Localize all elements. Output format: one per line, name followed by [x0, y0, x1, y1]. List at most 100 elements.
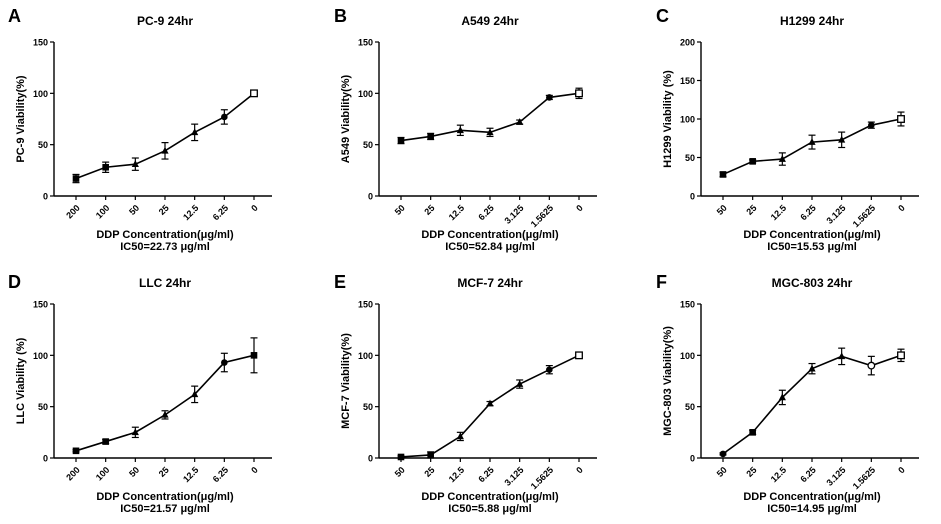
- x-tick-label: 3.125: [503, 465, 526, 488]
- x-tick-label: 25: [157, 465, 171, 479]
- x-tick-label: 12.5: [769, 203, 788, 222]
- y-axis-label: MCF-7 Viability(%): [340, 333, 352, 429]
- data-point: [575, 89, 583, 98]
- data-point: [516, 380, 524, 387]
- y-tick-label: 0: [43, 454, 48, 464]
- x-tick-label: 6.25: [476, 465, 495, 484]
- y-axis-label: MGC-803 Viability(%): [662, 326, 674, 436]
- x-tick-label: 6.25: [211, 203, 230, 222]
- data-point: [897, 115, 905, 123]
- ic50-annotation: IC50=15.53 μg/ml: [767, 241, 857, 253]
- x-tick-label: 3.125: [825, 465, 848, 488]
- data-point: [575, 351, 583, 360]
- x-tick-label: 50: [715, 465, 729, 479]
- data-point: [131, 160, 139, 167]
- data-point: [516, 118, 524, 125]
- x-tick-label: 0: [896, 203, 907, 214]
- data-point: [427, 451, 434, 459]
- data-point: [546, 94, 553, 101]
- y-tick-label: 150: [680, 300, 695, 310]
- x-tick-label: 1.5625: [529, 465, 556, 492]
- y-tick-label: 150: [33, 38, 48, 48]
- y-tick-label: 50: [363, 402, 373, 412]
- data-point: [102, 163, 109, 171]
- y-tick-label: 0: [43, 192, 48, 202]
- data-point: [719, 450, 727, 458]
- data-point: [778, 393, 786, 401]
- data-point: [250, 352, 258, 359]
- y-tick-label: 100: [358, 89, 373, 99]
- data-point: [808, 138, 816, 145]
- x-tick-label: 12.5: [181, 203, 200, 222]
- y-tick-label: 150: [680, 76, 695, 86]
- data-point: [72, 447, 80, 455]
- chart-panel-a: A PC-9 24hr 0 50 100 150 200 100 50 25 12.5 6.25 0 PC…: [8, 6, 272, 253]
- data-point: [867, 361, 876, 370]
- y-tick-label: 0: [368, 454, 373, 464]
- x-axis-label: DDP Concentration(μg/ml): [421, 491, 559, 503]
- y-axis-label: LLC Viability (%): [15, 337, 27, 424]
- data-point: [749, 158, 756, 165]
- data-point: [250, 89, 258, 98]
- chart-title: H1299 24hr: [780, 14, 844, 28]
- x-tick-label: 0: [896, 465, 907, 476]
- data-point: [456, 432, 464, 440]
- ic50-annotation: IC50=14.95 μg/ml: [767, 503, 857, 515]
- chart-title: A549 24hr: [461, 14, 519, 28]
- x-tick-label: 3.125: [825, 203, 848, 226]
- x-tick-label: 25: [744, 465, 758, 479]
- y-axis-label: A549 Viability(%): [340, 74, 352, 163]
- data-point: [838, 352, 846, 360]
- panel-letter: A: [8, 6, 21, 26]
- x-tick-label: 25: [422, 465, 436, 479]
- ic50-annotation: IC50=22.73 μg/ml: [120, 241, 210, 253]
- x-tick-label: 25: [744, 203, 758, 217]
- x-tick-label: 50: [127, 203, 141, 217]
- x-axis-label: DDP Concentration(μg/ml): [743, 491, 881, 503]
- ic50-annotation: IC50=21.57 μg/ml: [120, 503, 210, 515]
- y-tick-label: 0: [690, 192, 695, 202]
- x-axis-label: DDP Concentration(μg/ml): [96, 229, 234, 241]
- ic50-annotation: IC50=5.88 μg/ml: [448, 503, 531, 515]
- data-point: [486, 399, 494, 407]
- x-tick-label: 1.5625: [851, 203, 878, 230]
- y-tick-label: 50: [685, 402, 695, 412]
- x-tick-label: 12.5: [769, 465, 788, 484]
- y-tick-label: 50: [685, 153, 695, 163]
- x-tick-label: 0: [249, 203, 260, 214]
- chart-panel-c: C H1299 24hr 0 50 100 150 200 50 25 12.5 6.25 3.125…: [656, 6, 919, 253]
- data-point: [161, 410, 169, 418]
- x-tick-label: 50: [393, 465, 407, 479]
- y-tick-label: 100: [680, 351, 695, 361]
- chart-title: PC-9 24hr: [137, 14, 193, 28]
- data-point: [456, 126, 464, 134]
- data-point: [397, 137, 405, 144]
- x-tick-label: 6.25: [476, 203, 495, 222]
- chart-title: MCF-7 24hr: [457, 276, 523, 290]
- x-tick-label: 50: [393, 203, 407, 217]
- chart-title: MGC-803 24hr: [772, 276, 853, 290]
- data-point: [131, 428, 139, 436]
- chart-panel-b: B A549 24hr 0 50 100 150 50 25 12.5 6.25 3.125 1.56…: [334, 6, 597, 253]
- data-point: [427, 133, 434, 140]
- x-tick-label: 200: [64, 203, 82, 221]
- y-tick-label: 150: [358, 300, 373, 310]
- data-point: [161, 146, 169, 154]
- x-tick-label: 0: [574, 203, 585, 214]
- y-tick-label: 0: [368, 192, 373, 202]
- x-tick-label: 25: [157, 203, 171, 217]
- y-axis-label: H1299 Viability (%): [662, 70, 674, 168]
- x-tick-label: 50: [715, 203, 729, 217]
- data-point: [191, 390, 199, 398]
- ic50-annotation: IC50=52.84 μg/ml: [445, 241, 535, 253]
- x-tick-label: 6.25: [798, 465, 817, 484]
- data-point: [191, 128, 199, 136]
- x-tick-label: 1.5625: [851, 465, 878, 492]
- x-tick-label: 6.25: [798, 203, 817, 222]
- x-tick-label: 6.25: [211, 465, 230, 484]
- data-point: [486, 128, 494, 136]
- y-tick-label: 150: [358, 38, 373, 48]
- y-tick-label: 50: [38, 140, 48, 150]
- y-tick-label: 150: [33, 300, 48, 310]
